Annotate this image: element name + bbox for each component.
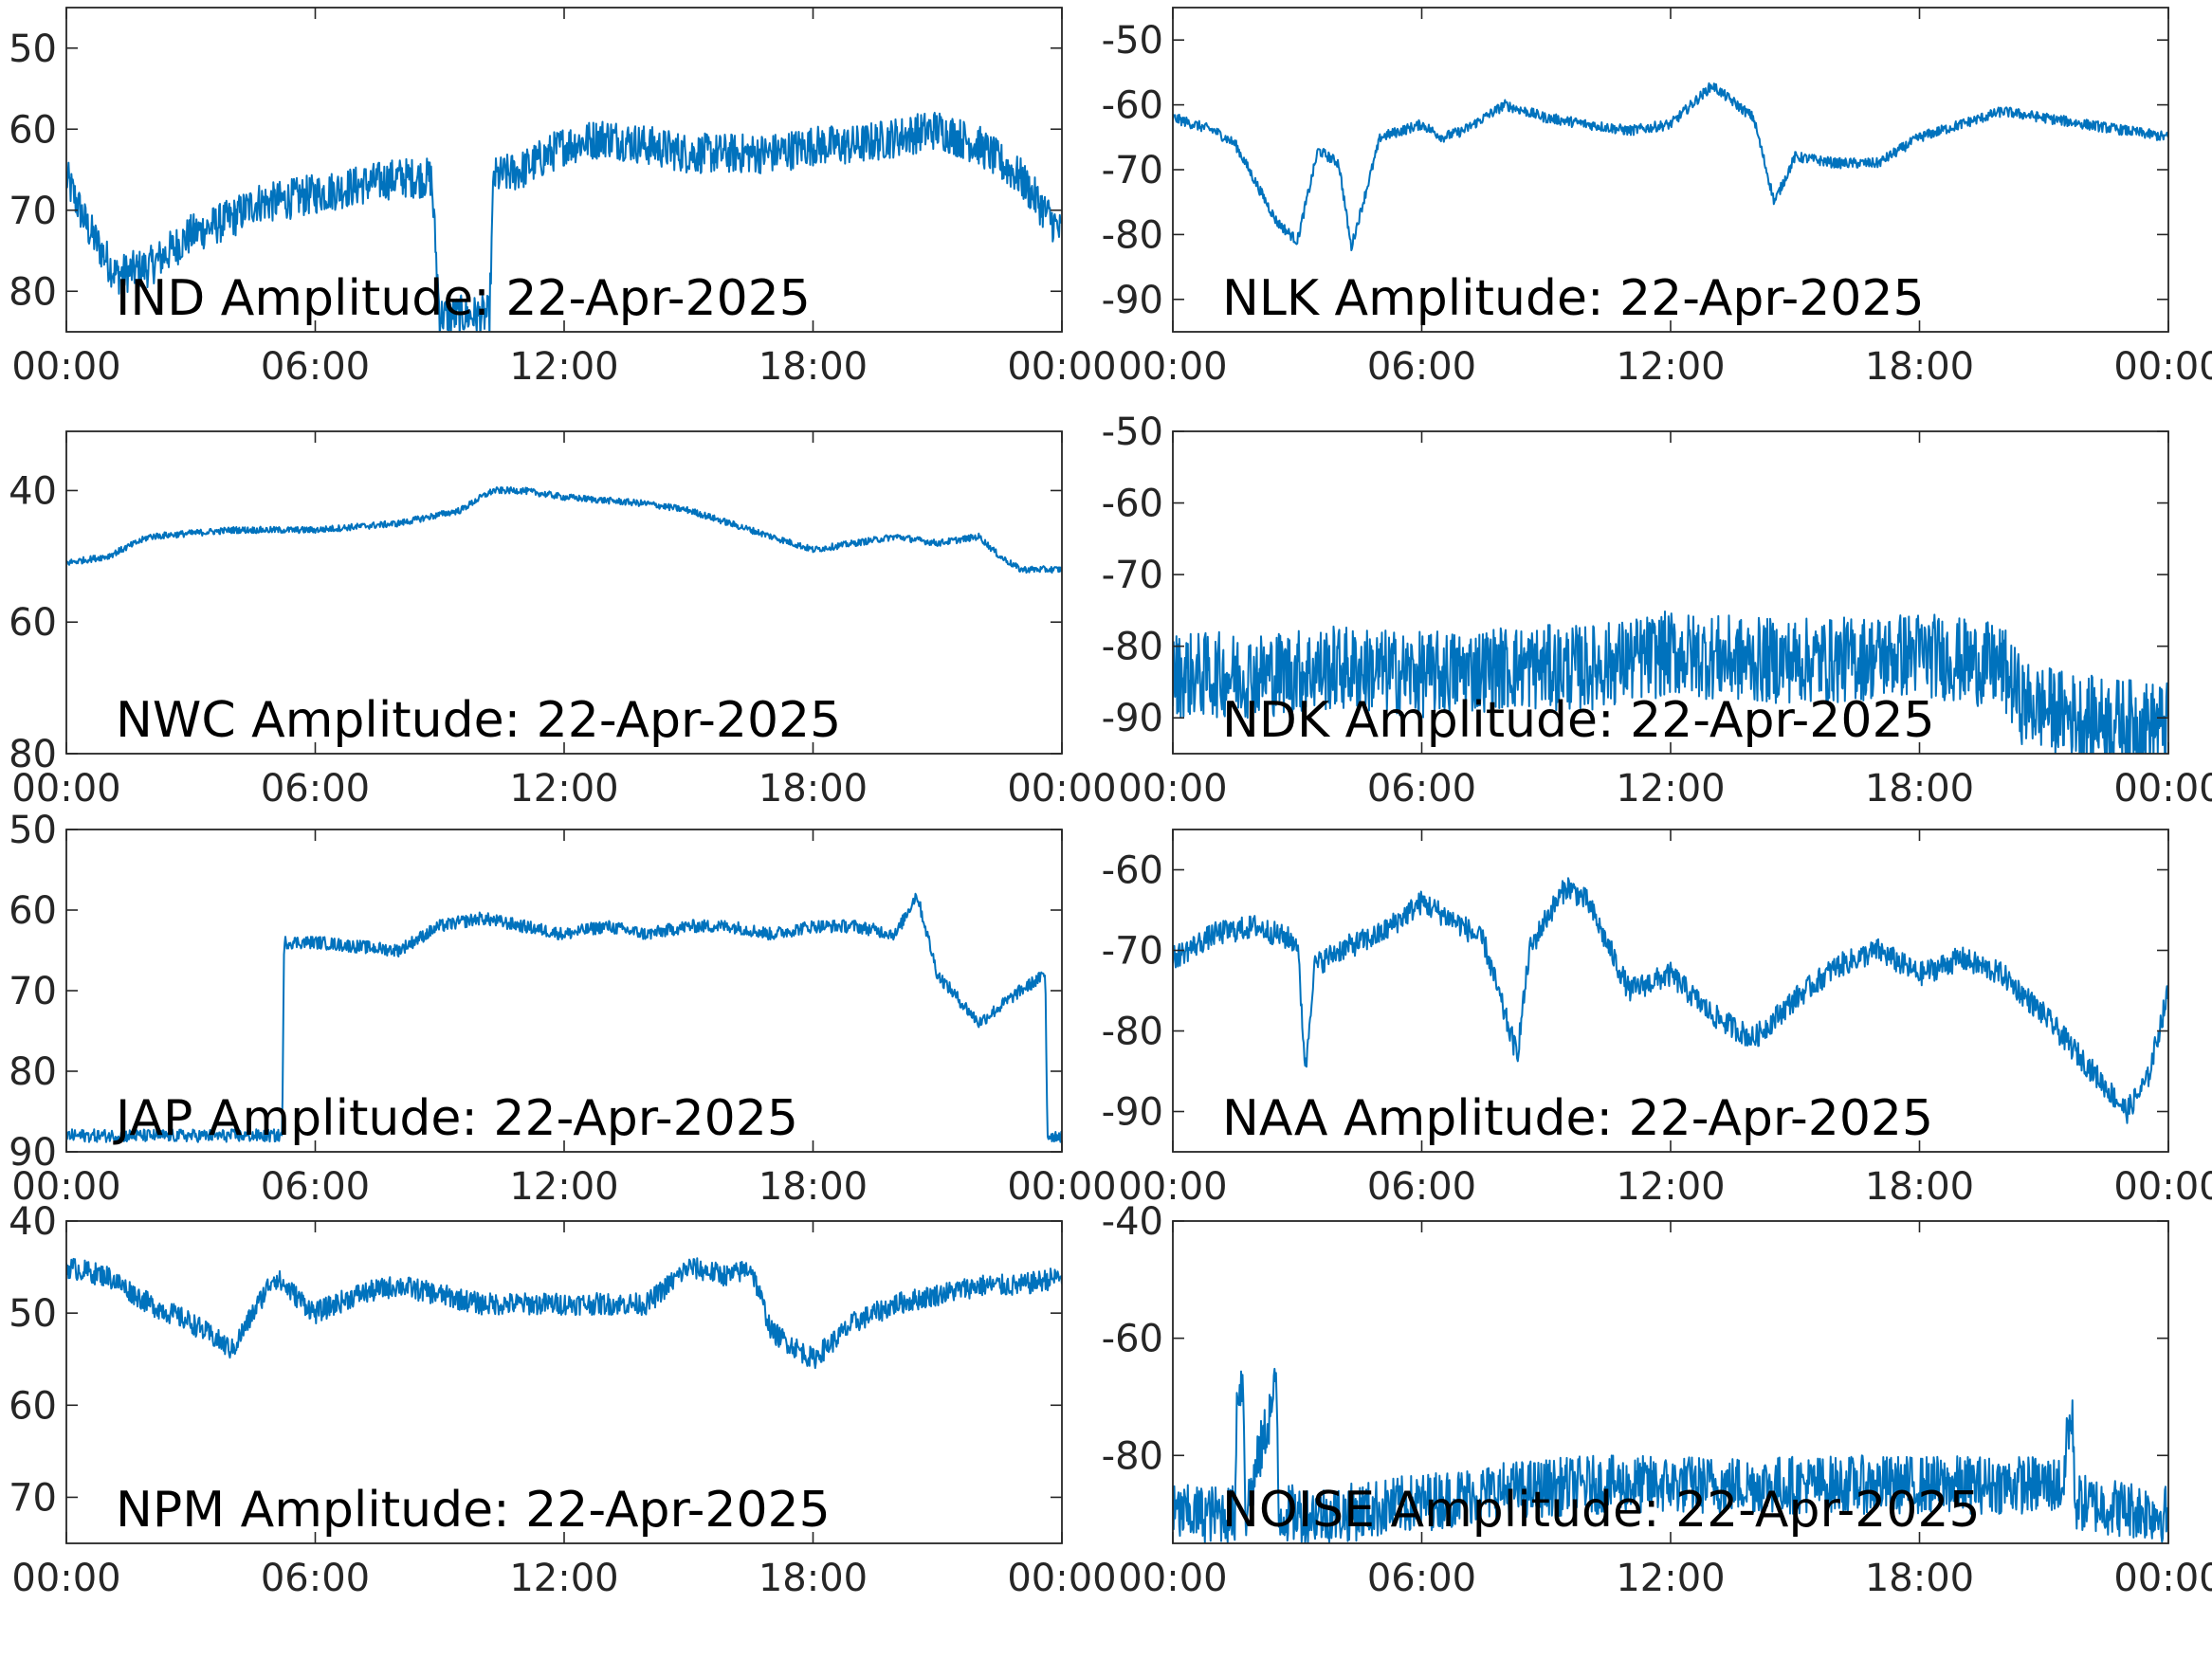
x-tick-label: 00:00 bbox=[1007, 1557, 1116, 1600]
chart-title: IND Amplitude: 22-Apr-2025 bbox=[116, 270, 811, 327]
x-tick-label: 18:00 bbox=[1865, 345, 1974, 389]
y-tick-label: 60 bbox=[9, 601, 57, 645]
x-tick-label: 12:00 bbox=[1616, 1557, 1725, 1600]
x-tick-label: 00:00 bbox=[1007, 345, 1116, 389]
y-tick-label: -80 bbox=[1102, 1011, 1163, 1054]
x-tick-label: 00:00 bbox=[1118, 1165, 1227, 1209]
x-tick-label: 00:00 bbox=[11, 1165, 120, 1209]
chart-panel: 00:00 06:00 12:00 18:00 00:00 -50 -60 -70 -80 -90… bbox=[1102, 7, 2212, 389]
x-tick-label: 00:00 bbox=[1007, 1165, 1116, 1209]
chart-title: NPM Amplitude: 22-Apr-2025 bbox=[116, 1482, 831, 1539]
x-tick-label: 06:00 bbox=[1367, 767, 1476, 811]
x-tick-label: 00:00 bbox=[11, 767, 120, 811]
x-tick-label: 06:00 bbox=[1367, 1557, 1476, 1600]
x-tick-label: 06:00 bbox=[261, 1165, 370, 1209]
y-tick-label: 80 bbox=[9, 1050, 57, 1094]
x-tick-label: 18:00 bbox=[759, 1557, 868, 1600]
y-tick-label: 70 bbox=[9, 1476, 57, 1520]
y-tick-label: 50 bbox=[9, 809, 57, 852]
x-tick-label: 00:00 bbox=[2113, 767, 2212, 811]
x-tick-label: 00:00 bbox=[2113, 345, 2212, 389]
x-tick-label: 18:00 bbox=[1865, 1557, 1974, 1600]
y-tick-label: -80 bbox=[1102, 626, 1163, 669]
x-tick-label: 00:00 bbox=[1118, 767, 1227, 811]
y-tick-label: 60 bbox=[9, 108, 57, 152]
y-tick-label: -90 bbox=[1102, 1091, 1163, 1135]
x-tick-label: 12:00 bbox=[509, 767, 618, 811]
y-tick-label: -50 bbox=[1102, 410, 1163, 454]
y-tick-label: -60 bbox=[1102, 84, 1163, 128]
y-tick-label: -40 bbox=[1102, 1200, 1163, 1244]
series-line bbox=[1173, 82, 2168, 251]
series-line bbox=[1173, 611, 2168, 754]
y-tick-label: -70 bbox=[1102, 554, 1163, 597]
y-tick-label: -70 bbox=[1102, 930, 1163, 974]
x-tick-label: 06:00 bbox=[261, 1557, 370, 1600]
y-tick-label: 60 bbox=[9, 889, 57, 933]
x-tick-label: 06:00 bbox=[1367, 1165, 1476, 1209]
y-tick-label: 50 bbox=[9, 1292, 57, 1336]
chart-title: NAA Amplitude: 22-Apr-2025 bbox=[1222, 1090, 1933, 1147]
y-tick-label: -60 bbox=[1102, 849, 1163, 893]
y-tick-label: -60 bbox=[1102, 1318, 1163, 1361]
x-tick-label: 00:00 bbox=[1007, 767, 1116, 811]
x-tick-label: 06:00 bbox=[261, 767, 370, 811]
series-line bbox=[66, 111, 1062, 332]
x-tick-label: 12:00 bbox=[1616, 1165, 1725, 1209]
y-tick-label: 70 bbox=[9, 190, 57, 233]
x-tick-label: 06:00 bbox=[1367, 345, 1476, 389]
chart-title: NOISE Amplitude: 22-Apr-2025 bbox=[1222, 1482, 1981, 1539]
y-tick-label: -90 bbox=[1102, 697, 1163, 740]
x-tick-label: 00:00 bbox=[2113, 1165, 2212, 1209]
y-tick-label: 40 bbox=[9, 1200, 57, 1244]
y-tick-label: -90 bbox=[1102, 279, 1163, 322]
y-tick-label: -60 bbox=[1102, 483, 1163, 526]
y-tick-label: 80 bbox=[9, 733, 57, 776]
x-tick-label: 00:00 bbox=[11, 1557, 120, 1600]
chart-panel: 00:00 06:00 12:00 18:00 00:00 -40 -60 -80 NOISE … bbox=[1102, 1200, 2212, 1600]
chart-panel: 00:00 06:00 12:00 18:00 00:00 50 60 70 80 IND Amp… bbox=[9, 7, 1117, 389]
chart-panel: 00:00 06:00 12:00 18:00 00:00 -50 -60 -70 -80 -90… bbox=[1102, 410, 2212, 811]
chart-title: NLK Amplitude: 22-Apr-2025 bbox=[1222, 270, 1925, 327]
chart-title: NDK Amplitude: 22-Apr-2025 bbox=[1222, 692, 1935, 749]
x-tick-label: 12:00 bbox=[1616, 345, 1725, 389]
series-line bbox=[66, 1257, 1062, 1370]
y-tick-label: -80 bbox=[1102, 1434, 1163, 1478]
x-tick-label: 18:00 bbox=[759, 345, 868, 389]
y-tick-label: 70 bbox=[9, 970, 57, 1013]
x-tick-label: 00:00 bbox=[11, 345, 120, 389]
x-tick-label: 18:00 bbox=[1865, 767, 1974, 811]
chart-title: JAP Amplitude: 22-Apr-2025 bbox=[113, 1090, 798, 1147]
y-tick-label: 50 bbox=[9, 27, 57, 71]
y-tick-label: 60 bbox=[9, 1384, 57, 1428]
y-tick-label: 90 bbox=[9, 1131, 57, 1175]
y-tick-label: -80 bbox=[1102, 213, 1163, 257]
chart-panel: 00:00 06:00 12:00 18:00 00:00 50 60 70 80 90 JAP A… bbox=[9, 809, 1117, 1209]
chart-title: NWC Amplitude: 22-Apr-2025 bbox=[116, 692, 841, 749]
series-line bbox=[1173, 877, 2168, 1124]
y-tick-label: 40 bbox=[9, 469, 57, 513]
x-tick-label: 00:00 bbox=[2113, 1557, 2212, 1600]
x-tick-label: 00:00 bbox=[1118, 345, 1227, 389]
series-line bbox=[66, 892, 1062, 1143]
series-line bbox=[1173, 1367, 2168, 1543]
x-tick-label: 06:00 bbox=[261, 345, 370, 389]
y-tick-label: -70 bbox=[1102, 149, 1163, 192]
x-tick-label: 12:00 bbox=[509, 1557, 618, 1600]
y-tick-label: 80 bbox=[9, 270, 57, 314]
x-tick-label: 12:00 bbox=[509, 345, 618, 389]
y-tick-label: -50 bbox=[1102, 19, 1163, 63]
series-line bbox=[66, 486, 1062, 574]
x-tick-label: 18:00 bbox=[759, 767, 868, 811]
chart-panel: 00:00 06:00 12:00 18:00 00:00 -60 -70 -80 -90 NAA… bbox=[1102, 829, 2212, 1209]
x-tick-label: 18:00 bbox=[1865, 1165, 1974, 1209]
x-tick-label: 12:00 bbox=[1616, 767, 1725, 811]
chart-panel: 00:00 06:00 12:00 18:00 00:00 40 60 80 NWC Ampli… bbox=[9, 430, 1117, 811]
chart-panel: 00:00 06:00 12:00 18:00 00:00 40 50 60 70 NPM Amp… bbox=[9, 1200, 1117, 1600]
x-tick-label: 18:00 bbox=[759, 1165, 868, 1209]
x-tick-label: 12:00 bbox=[509, 1165, 618, 1209]
x-tick-label: 00:00 bbox=[1118, 1557, 1227, 1600]
